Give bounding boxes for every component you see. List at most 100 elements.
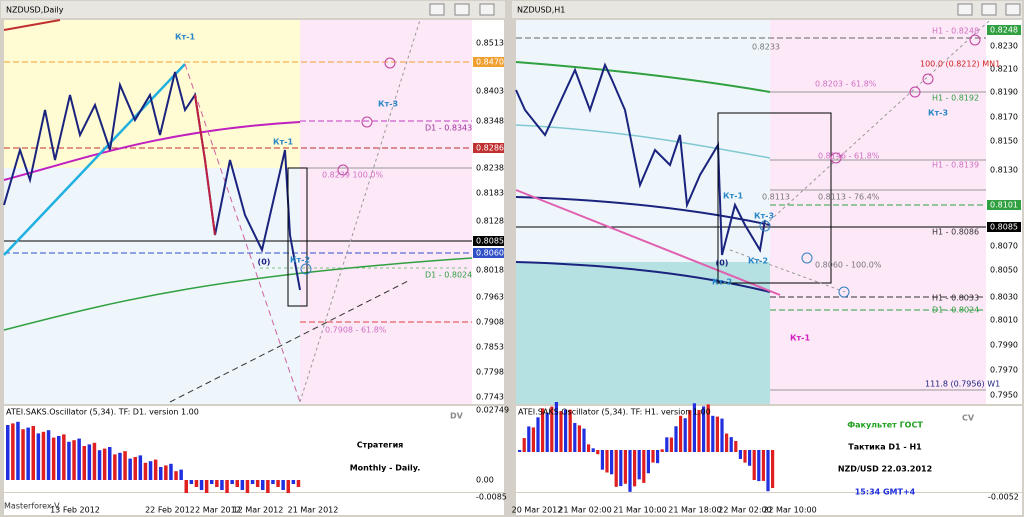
oscillator-bar xyxy=(220,480,224,490)
oscillator-bar xyxy=(748,450,752,466)
oscillator-bar xyxy=(271,480,275,484)
x-tick-label: 22 Feb 2012 xyxy=(145,506,195,515)
oscillator-bar xyxy=(240,480,245,490)
price-tag xyxy=(987,25,1021,35)
oscillator-bar xyxy=(554,402,558,452)
x-tick-label: 20 Mar 2012 xyxy=(512,506,563,515)
annotation: D1 - 0.8343 xyxy=(425,124,472,133)
oscillator-bar xyxy=(637,450,641,480)
oscillator-tag: DV xyxy=(450,412,464,421)
oscillator-bar xyxy=(189,480,194,484)
maximize-button[interactable] xyxy=(981,3,997,16)
oscillator-bar xyxy=(87,444,92,480)
oscillator-bar xyxy=(261,480,265,490)
y-tick-label: 0.8050 xyxy=(990,266,1018,275)
y-tick-label: 0.8128 xyxy=(476,217,504,226)
annotation: Кт-1 xyxy=(790,334,810,343)
oscillator-bar xyxy=(674,426,678,452)
annotation: Кт-3 xyxy=(378,100,398,109)
y-tick-label: 0.8238 xyxy=(476,164,504,173)
maximize-button[interactable] xyxy=(454,3,470,16)
price-tag xyxy=(987,222,1021,232)
oscillator-bar xyxy=(46,430,51,480)
y-tick-label: 0.7908 xyxy=(476,318,504,327)
oscillator-bar xyxy=(199,480,204,490)
oscillator-bar xyxy=(102,448,107,480)
annotation: 0.8239 100.0% xyxy=(322,171,383,180)
price-tag xyxy=(473,143,504,153)
annotation: Кт-1 xyxy=(273,138,293,147)
oscillator-bar xyxy=(159,467,163,480)
oscillator-bar xyxy=(123,451,127,480)
oscillator-bar xyxy=(245,480,250,493)
annotation: H1 - 0.8248 xyxy=(932,27,979,36)
title-bar[interactable] xyxy=(1,1,505,18)
y-tick-label: 0.8190 xyxy=(990,88,1018,97)
overlay-text: Факультет ГОСТ xyxy=(847,421,923,430)
x-tick-label: 13 Feb 2012 xyxy=(50,506,100,515)
title-bar[interactable] xyxy=(512,1,1022,18)
oscillator-bar xyxy=(531,427,535,452)
close-button[interactable] xyxy=(1005,3,1021,16)
oscillator-bar xyxy=(108,447,112,480)
y-tick-label: 0.7990 xyxy=(990,341,1018,350)
overlay-text: 15:34 GMT+4 xyxy=(855,488,916,497)
oscillator-bar xyxy=(51,437,56,480)
oscillator-bar xyxy=(36,433,41,480)
oscillator-title: ATEI.SAKS.Oscillator (5,34). TF: H1. ver… xyxy=(518,408,711,417)
oscillator-bar xyxy=(291,480,296,484)
y-tick-label: 0.8070 xyxy=(990,242,1018,251)
oscillator-bar xyxy=(541,408,545,452)
oscillator-bars xyxy=(6,421,301,493)
oscillator-bar xyxy=(26,427,30,480)
y-tick-label: 0.8170 xyxy=(990,113,1018,122)
oscillator-bar xyxy=(184,480,188,493)
price-tag xyxy=(987,200,1021,210)
annotation: H1 - 0.8139 xyxy=(932,161,979,170)
oscillator-bar xyxy=(143,462,148,480)
oscillator-bar xyxy=(522,438,526,452)
oscillator-bar xyxy=(564,409,568,452)
oscillator-bar xyxy=(296,480,301,487)
oscillator-panel xyxy=(4,406,504,492)
oscillator-bar xyxy=(118,452,122,480)
x-tick-label: 21 Mar 2012 xyxy=(288,506,339,515)
y-tick-label: 0.8286 xyxy=(476,144,504,153)
y-tick-label: 0.8348 xyxy=(476,117,504,126)
oscillator-bar xyxy=(113,454,117,480)
oscillator-bar xyxy=(6,425,10,480)
annotation: 0.8113 - 76.4% xyxy=(818,193,880,202)
oscillator-bar xyxy=(697,410,701,452)
minimize-button[interactable] xyxy=(957,3,973,16)
oscillator-bar xyxy=(692,403,696,452)
annotation: Кт-2 xyxy=(712,278,732,287)
oscillator-bar xyxy=(702,406,706,452)
oscillator-bar xyxy=(605,450,609,473)
overlay-text: Тактика D1 - H1 xyxy=(848,443,922,452)
annotation: 0.8146 - 61.8% xyxy=(818,152,880,161)
oscillator-bar xyxy=(518,450,522,452)
oscillator-bar xyxy=(225,480,229,493)
close-button[interactable] xyxy=(479,3,495,16)
oscillator-bar xyxy=(21,429,25,480)
oscillator-bar xyxy=(628,450,632,492)
annotation: Кт-1 xyxy=(723,192,743,201)
oscillator-bar xyxy=(725,433,729,452)
oscillator-bar xyxy=(656,450,660,464)
minimize-button[interactable] xyxy=(429,3,445,16)
oscillator-bar xyxy=(577,425,581,452)
oscillator-bar xyxy=(235,480,239,487)
overlay-text: Monthly - Daily. xyxy=(350,464,421,473)
x-tick-label: 12 Mar 2012 xyxy=(233,506,284,515)
annotation: Кт-3 xyxy=(928,109,948,118)
oscillator-bar xyxy=(281,480,285,490)
oscillator-bar xyxy=(720,418,724,452)
y-tick-label: 0.7798 xyxy=(476,368,504,377)
oscillator-bar xyxy=(41,431,46,480)
oscillator-bar xyxy=(591,448,595,452)
x-tick-label: 21 Mar 18:00 xyxy=(668,506,721,515)
annotation: (0) xyxy=(716,259,729,268)
y-tick-label: 0.8403 xyxy=(476,87,504,96)
annotation: H1 - 0.8086 xyxy=(932,228,979,237)
